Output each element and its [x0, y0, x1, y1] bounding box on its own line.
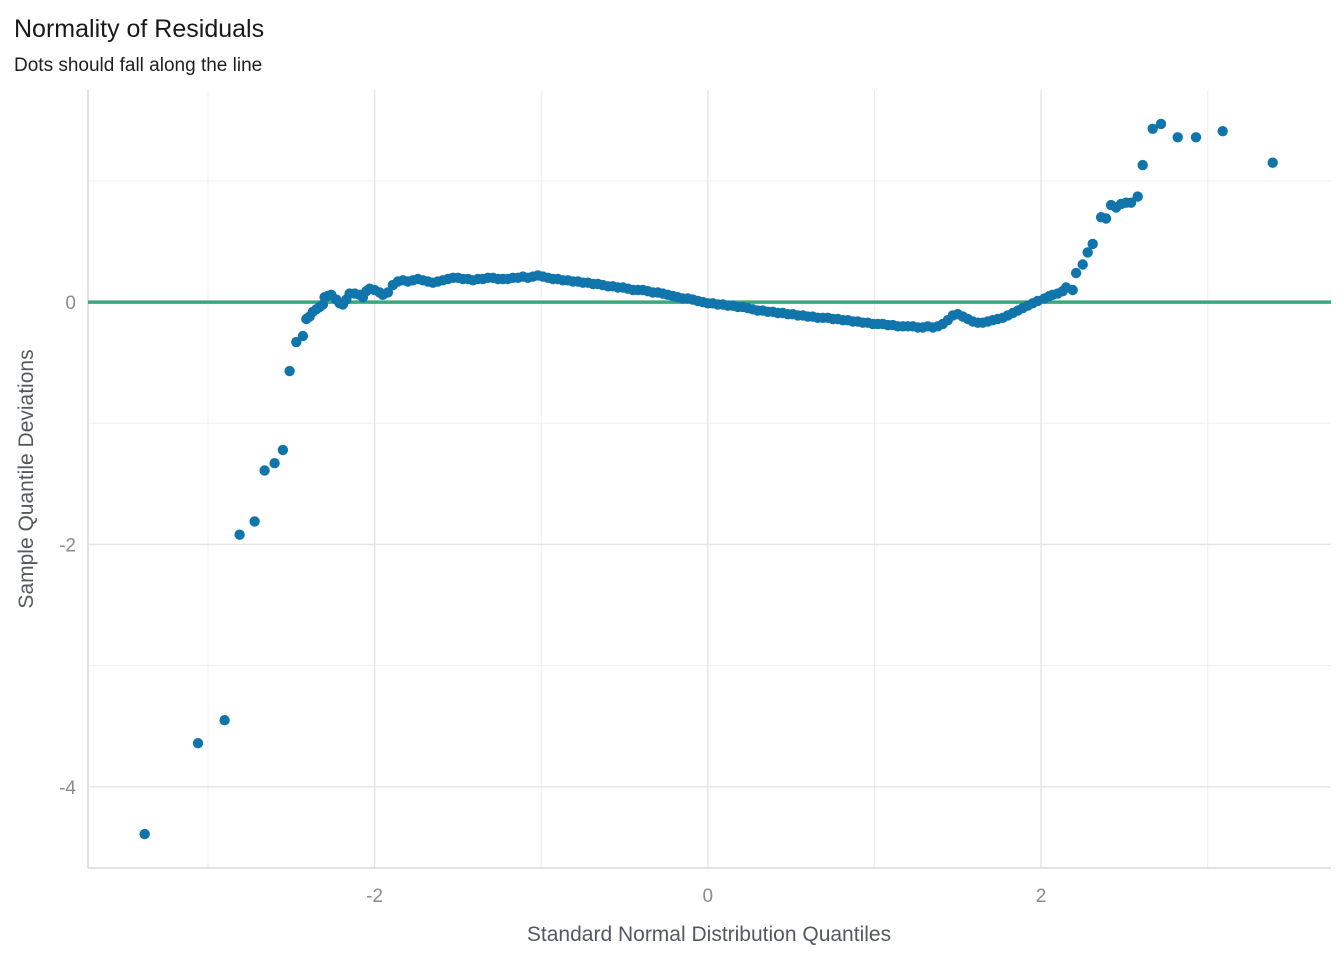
data-point — [1132, 191, 1143, 202]
x-tick-label: -2 — [366, 886, 383, 907]
y-tick-label: -4 — [59, 778, 76, 799]
data-point — [192, 738, 204, 749]
data-point — [297, 330, 309, 342]
data-point — [277, 444, 289, 456]
x-tick-label: 0 — [703, 886, 714, 907]
data-point — [1190, 132, 1202, 143]
data-point — [1077, 259, 1088, 270]
y-axis-title: Sample Quantile Deviations — [15, 349, 38, 608]
axis-lines — [87, 90, 1331, 869]
x-tick-label: 2 — [1036, 886, 1047, 907]
y-tick-label: 0 — [65, 293, 76, 314]
data-point — [1070, 267, 1082, 279]
data-point — [382, 287, 394, 298]
data-point — [1137, 159, 1148, 171]
data-point — [234, 529, 245, 540]
data-point — [1267, 157, 1278, 168]
data-point — [291, 336, 302, 348]
data-point — [139, 828, 150, 840]
data-point — [219, 715, 230, 726]
data-point — [1217, 126, 1228, 137]
data-point — [284, 365, 295, 377]
tick-labels: -2 0 2 0 -2 -4 — [59, 293, 1046, 907]
minor-gridlines — [88, 90, 1331, 868]
scatter-points — [139, 118, 1278, 840]
y-tick-label: -2 — [59, 535, 76, 556]
data-point — [269, 458, 280, 469]
data-point — [1125, 197, 1137, 208]
plot-title: Normality of Residuals — [14, 15, 264, 43]
data-point — [1067, 284, 1078, 296]
data-point — [1100, 213, 1112, 224]
data-point — [1147, 123, 1158, 134]
data-point — [249, 516, 260, 527]
data-point — [1155, 118, 1167, 130]
x-axis-title: Standard Normal Distribution Quantiles — [527, 923, 891, 946]
data-point — [1172, 132, 1183, 143]
plot-subtitle: Dots should fall along the line — [14, 55, 262, 76]
data-point — [1087, 238, 1098, 250]
data-point — [1082, 247, 1093, 258]
data-point — [259, 465, 270, 476]
